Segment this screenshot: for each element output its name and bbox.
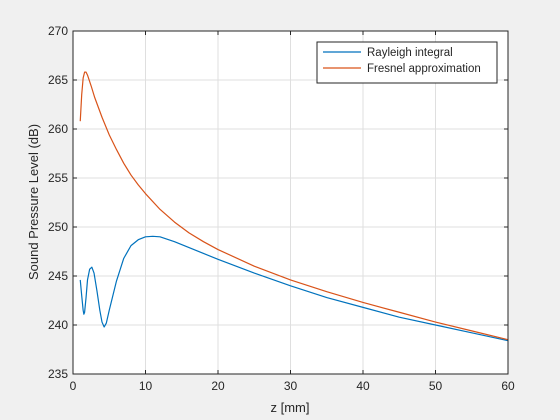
legend-label-1: Fresnel approximation bbox=[367, 63, 481, 75]
x-axis-label: z [mm] bbox=[271, 400, 310, 415]
legend-label-0: Rayleigh integral bbox=[367, 47, 453, 59]
x-tick-label: 10 bbox=[139, 379, 153, 393]
y-tick-label: 265 bbox=[48, 73, 68, 87]
x-tick-label: 20 bbox=[211, 379, 225, 393]
series-line-0 bbox=[79, 235, 509, 342]
x-tick-label: 40 bbox=[356, 379, 370, 393]
y-tick-label: 260 bbox=[48, 122, 68, 136]
y-tick-label: 235 bbox=[48, 367, 68, 381]
y-tick-label: 270 bbox=[48, 24, 68, 38]
axis-ticks: 0 10 20 30 40 50 60 235 240 245 250 255 260 265 270 bbox=[48, 24, 515, 393]
legend: Rayleigh integral Fresnel approximation bbox=[316, 41, 498, 84]
x-tick-label: 50 bbox=[429, 379, 443, 393]
series-lines bbox=[79, 71, 509, 342]
legend-box bbox=[316, 41, 498, 84]
y-tick-label: 245 bbox=[48, 269, 68, 283]
x-tick-label: 0 bbox=[70, 379, 77, 393]
x-tick-label: 30 bbox=[284, 379, 298, 393]
x-tick-label: 60 bbox=[501, 379, 515, 393]
y-tick-label: 255 bbox=[48, 171, 68, 185]
y-tick-label: 250 bbox=[48, 220, 68, 234]
y-tick-label: 240 bbox=[48, 318, 68, 332]
series-line-1 bbox=[79, 71, 509, 341]
y-axis-label: Sound Pressure Level (dB) bbox=[26, 124, 41, 280]
